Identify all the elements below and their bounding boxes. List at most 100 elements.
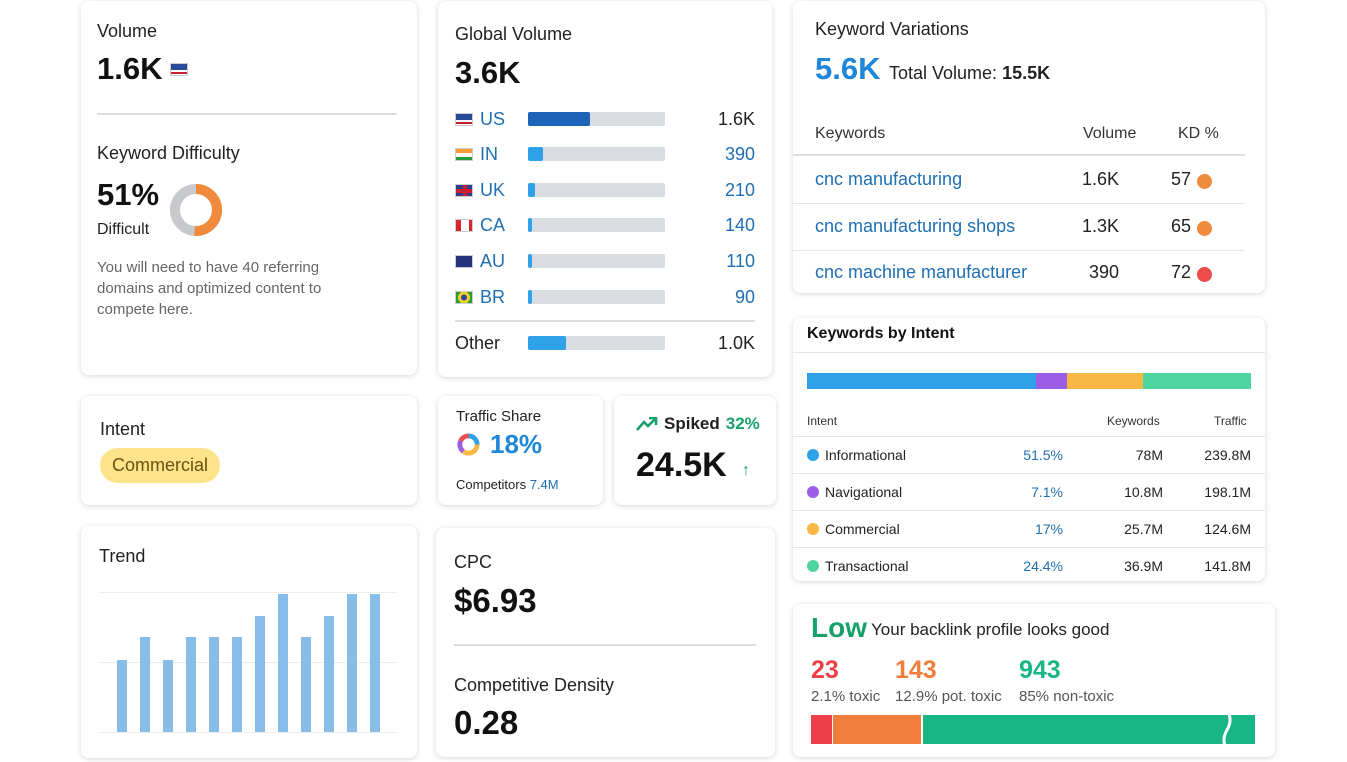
country-code: AU (480, 250, 506, 271)
other-label: Other (455, 332, 501, 353)
country-value: 110 (726, 250, 755, 271)
keyword-kd: 72 (1170, 262, 1191, 282)
intent-segment-informational (807, 373, 1036, 389)
intent-dot (807, 560, 819, 572)
us-flag-icon (455, 112, 473, 126)
india-flag-icon (455, 147, 473, 161)
traffic-share-title: Traffic Share (456, 408, 542, 425)
non-toxic-segment (923, 715, 1255, 744)
competitors-value[interactable]: 7.4M (529, 477, 559, 492)
intent-percent[interactable]: 24.4% (1023, 558, 1063, 574)
global-volume-title: Global Volume (455, 24, 573, 44)
country-code: CA (480, 214, 506, 235)
col-volume: Volume (1083, 125, 1137, 142)
trend-up-icon (636, 417, 658, 431)
kd-title: Keyword Difficulty (97, 143, 240, 163)
intent-row: Informational 51.5% 78M 239.8M (793, 436, 1265, 473)
trend-bar (140, 637, 150, 732)
country-bar (528, 218, 665, 232)
intent-dot (807, 523, 819, 535)
intent-name: Transactional (825, 558, 909, 574)
global-volume-value: 3.6K (455, 55, 521, 90)
trend-bar (301, 637, 311, 732)
global-volume-card: Global Volume 3.6K US 1.6K IN 390 UK 210… (438, 1, 772, 377)
traffic-share-value: 18% (490, 429, 543, 459)
spiked-label: Spiked (664, 414, 720, 433)
country-bar-fill (528, 112, 590, 126)
country-row-au: AU 110 (455, 249, 755, 273)
trend-bar (370, 594, 380, 732)
arrow-up-icon: ↑ (742, 462, 750, 479)
intent-segment-commercial (1067, 373, 1143, 389)
country-value: 140 (724, 214, 755, 235)
competitors: Competitors 7.4M (456, 477, 559, 492)
country-row-us: US 1.6K (455, 107, 755, 131)
country-bar-fill (528, 218, 532, 232)
kd-description: You will need to have 40 referring domai… (97, 259, 322, 318)
col-intent: Intent (807, 414, 838, 428)
keyword-kd: 65 (1170, 216, 1191, 236)
intent-name: Navigational (825, 484, 903, 500)
col-keywords: Keywords (815, 125, 886, 142)
brazil-flag-icon (455, 290, 473, 304)
divider (793, 352, 1265, 353)
row-divider (793, 203, 1245, 204)
country-row-ca: CA 140 (455, 213, 755, 237)
intent-keywords: 36.9M (1124, 558, 1163, 574)
gridline (99, 662, 397, 663)
divider (97, 113, 397, 115)
intent-traffic: 198.1M (1204, 484, 1251, 500)
trend-bar (255, 616, 265, 732)
country-bar (528, 290, 665, 304)
country-code: BR (480, 286, 506, 307)
intent-percent[interactable]: 7.1% (1031, 484, 1063, 500)
divider (793, 154, 1245, 156)
country-row-uk: UK 210 (455, 178, 755, 202)
spiked-header: Spiked 32% (636, 414, 760, 434)
total-volume: Total Volume: 15.5K (889, 63, 1050, 84)
country-bar-fill (528, 336, 566, 350)
divider (454, 644, 756, 646)
country-bar-fill (528, 147, 543, 161)
toxic-label: 2.1% toxic (811, 688, 881, 705)
country-bar-fill (528, 254, 532, 268)
intent-dot (807, 486, 819, 498)
intent-traffic: 141.8M (1204, 558, 1251, 574)
keyword-link[interactable]: cnc machine manufacturer (815, 262, 1028, 282)
keyword-row[interactable]: cnc manufacturing 1.6K 57 (793, 157, 1245, 203)
divider (455, 320, 755, 322)
pot-toxic-label: 12.9% pot. toxic (895, 688, 1002, 705)
keyword-link[interactable]: cnc manufacturing shops (815, 216, 1016, 236)
intent-percent[interactable]: 17% (1034, 521, 1063, 537)
intent-keywords: 78M (1135, 447, 1163, 463)
keyword-row[interactable]: cnc machine manufacturer 390 72 (793, 250, 1245, 293)
cpc-title: CPC (454, 552, 493, 572)
intent-title: Intent (100, 419, 146, 439)
country-value: 390 (724, 143, 755, 164)
keyword-volume: 1.6K (1081, 169, 1119, 189)
backlink-status: Low (811, 612, 867, 643)
country-row-in: IN 390 (455, 142, 755, 166)
intent-row: Transactional 24.4% 36.9M 141.8M (793, 547, 1265, 581)
col-keywords: Keywords (1107, 414, 1160, 428)
intent-percent[interactable]: 51.5% (1023, 447, 1063, 463)
kd-level: Difficult (97, 221, 150, 238)
competitive-density-title: Competitive Density (454, 675, 615, 695)
competitors-label: Competitors (456, 477, 527, 492)
australia-flag-icon (455, 254, 473, 268)
keyword-row[interactable]: cnc manufacturing shops 1.3K 65 (793, 204, 1245, 250)
trend-bar (324, 616, 334, 732)
traffic-share-ring-icon (457, 433, 480, 456)
us-flag-icon (170, 62, 189, 76)
intent-traffic: 124.6M (1204, 521, 1251, 537)
keyword-variations-card: Keyword Variations 5.6K Total Volume: 15… (793, 1, 1265, 293)
volume-card: Volume 1.6K Keyword Difficulty 51% Diffi… (81, 1, 417, 375)
country-bar (528, 183, 665, 197)
pot-toxic-count: 143 (895, 656, 937, 684)
keyword-link[interactable]: cnc manufacturing (815, 169, 963, 189)
keywords-by-intent-card: Keywords by Intent Intent Keywords Traff… (793, 318, 1265, 581)
country-code: US (480, 108, 506, 129)
country-bar (528, 147, 665, 161)
kd-dot (1197, 267, 1212, 282)
kd-value: 51% (97, 177, 160, 212)
